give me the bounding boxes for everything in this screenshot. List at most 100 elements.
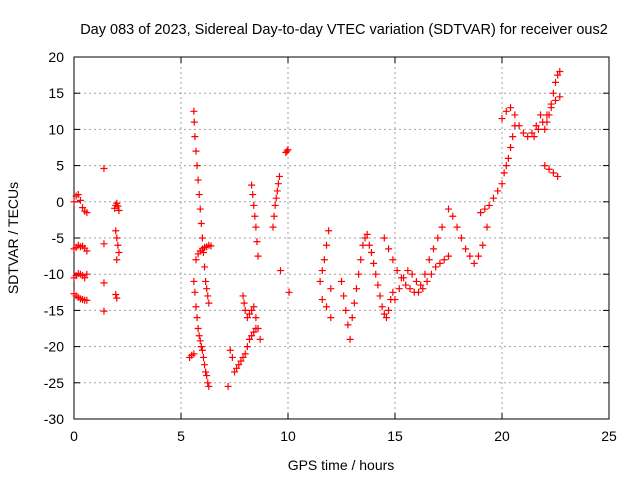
data-point	[415, 288, 423, 296]
data-point	[408, 270, 416, 278]
data-point	[489, 194, 497, 202]
data-point	[430, 245, 438, 253]
x-tick-label: 25	[601, 428, 617, 444]
data-point	[421, 270, 429, 278]
series-arc-d	[224, 325, 260, 390]
data-point	[378, 303, 386, 311]
data-point	[376, 292, 384, 300]
data-point	[528, 129, 536, 137]
data-point	[432, 263, 440, 271]
data-point	[385, 245, 393, 253]
data-point	[355, 270, 363, 278]
data-point	[453, 223, 461, 231]
data-point	[412, 277, 420, 285]
series-arc-l	[391, 223, 446, 304]
data-markers	[70, 67, 564, 390]
data-point	[402, 281, 410, 289]
data-point	[423, 277, 431, 285]
data-point	[270, 212, 278, 220]
data-point	[192, 256, 200, 264]
data-point	[543, 118, 551, 126]
data-point	[113, 234, 121, 242]
data-point	[235, 361, 243, 369]
data-point	[83, 247, 91, 255]
data-point	[547, 100, 555, 108]
series-arc-f	[269, 172, 285, 275]
data-point	[204, 379, 212, 387]
data-point	[190, 118, 198, 126]
data-point	[114, 202, 122, 210]
data-point	[191, 133, 199, 141]
data-point	[374, 281, 382, 289]
data-point	[554, 172, 562, 180]
data-point	[193, 162, 201, 170]
data-point	[248, 332, 256, 340]
data-point	[191, 288, 199, 296]
data-point	[195, 332, 203, 340]
data-point	[534, 125, 542, 133]
data-point	[541, 125, 549, 133]
data-point	[485, 201, 493, 209]
series-arc-a4	[70, 290, 91, 304]
data-point	[502, 107, 510, 115]
data-point	[404, 267, 412, 275]
data-point	[367, 248, 375, 256]
data-point	[226, 346, 234, 354]
data-point	[197, 343, 205, 351]
data-point	[207, 242, 215, 250]
data-point	[427, 270, 435, 278]
data-point	[417, 281, 425, 289]
x-tick-label: 10	[280, 428, 296, 444]
data-point	[196, 205, 204, 213]
data-point	[507, 104, 515, 112]
data-point	[342, 306, 350, 314]
data-point	[500, 169, 508, 177]
data-point	[115, 206, 123, 214]
data-point	[256, 335, 264, 343]
series-arc-o	[498, 104, 545, 141]
data-point	[483, 223, 491, 231]
data-point	[545, 165, 553, 173]
data-point	[400, 274, 408, 282]
data-point	[507, 144, 515, 151]
y-axis-label: SDTVAR / TECUs	[5, 182, 21, 294]
data-point	[445, 252, 452, 260]
y-tick-label: 0	[56, 194, 64, 210]
data-point	[239, 353, 247, 361]
data-point	[250, 303, 258, 311]
data-point	[245, 335, 253, 343]
data-point	[112, 227, 120, 235]
series-arc-a3	[70, 269, 91, 282]
data-point	[425, 256, 433, 264]
chart-title: Day 083 of 2023, Sidereal Day-to-day VTE…	[80, 22, 608, 38]
data-point	[385, 306, 393, 314]
data-point	[205, 299, 213, 307]
data-point	[272, 194, 280, 202]
data-point	[115, 248, 123, 256]
data-point	[196, 337, 204, 345]
data-point	[202, 368, 210, 376]
data-point	[224, 382, 232, 390]
y-tick-label: -10	[44, 266, 64, 282]
data-point	[284, 146, 292, 154]
data-point	[537, 111, 545, 119]
data-point	[509, 133, 517, 141]
data-point	[277, 267, 285, 275]
data-point	[340, 292, 348, 300]
data-point	[466, 252, 474, 260]
series-arc-h	[316, 227, 335, 322]
data-point	[250, 201, 258, 209]
data-point	[549, 89, 557, 97]
data-point	[113, 256, 121, 264]
data-point	[274, 180, 282, 188]
series-arc-n	[477, 122, 519, 217]
data-point	[395, 285, 403, 293]
data-point	[477, 209, 485, 217]
data-point	[204, 292, 212, 300]
data-point	[502, 162, 510, 170]
data-point	[248, 306, 256, 314]
series-arc-q	[541, 67, 564, 133]
data-point	[240, 299, 248, 307]
data-point	[112, 290, 120, 298]
data-point	[237, 357, 245, 365]
